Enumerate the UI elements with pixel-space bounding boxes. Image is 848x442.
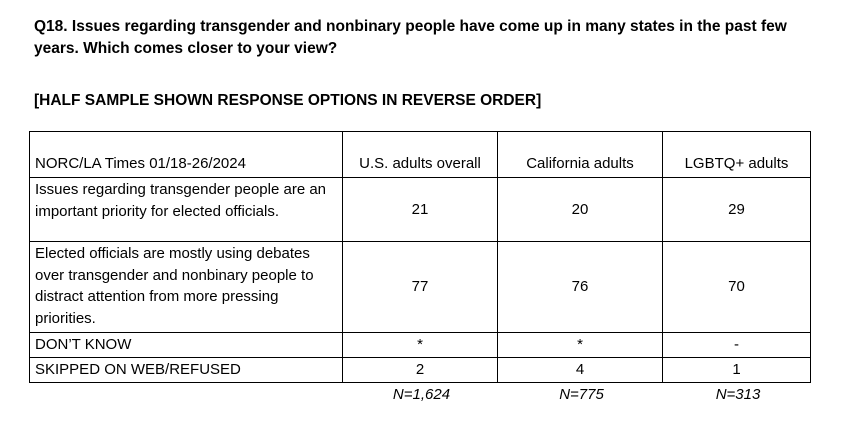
row-value-us: * [342, 332, 498, 358]
sample-size-us: N=1,624 [392, 386, 451, 403]
row-value-ca: 76 [497, 241, 663, 333]
header-source: NORC/LA Times 01/18-26/2024 [29, 131, 343, 178]
table-row: DON’T KNOW * * - [29, 332, 811, 358]
row-value-lgbtq: 70 [662, 241, 811, 333]
table-header-row: NORC/LA Times 01/18-26/2024 U.S. adults … [29, 131, 811, 178]
row-value-us: 21 [342, 177, 498, 242]
header-california-adults: California adults [497, 131, 663, 178]
row-value-lgbtq: 1 [662, 357, 811, 383]
sample-size-spacer [29, 386, 344, 404]
table-row: Issues regarding transgender people are … [29, 177, 811, 242]
table-row: Elected officials are mostly using debat… [29, 241, 811, 333]
header-us-adults: U.S. adults overall [342, 131, 498, 178]
row-label: Elected officials are mostly using debat… [29, 241, 343, 333]
row-value-lgbtq: 29 [662, 177, 811, 242]
row-value-ca: 20 [497, 177, 663, 242]
row-label: DON’T KNOW [29, 332, 343, 358]
sample-size-row: N=1,624 N=775 N=313 [29, 386, 812, 404]
header-lgbtq-adults: LGBTQ+ adults [662, 131, 811, 178]
question-text: Q18. Issues regarding transgender and no… [34, 18, 787, 57]
table-row: SKIPPED ON WEB/REFUSED 2 4 1 [29, 357, 811, 383]
row-value-ca: * [497, 332, 663, 358]
sample-size-ca: N=775 [559, 386, 604, 403]
row-value-ca: 4 [497, 357, 663, 383]
row-value-lgbtq: - [662, 332, 811, 358]
results-table: NORC/LA Times 01/18-26/2024 U.S. adults … [29, 131, 811, 383]
row-value-us: 77 [342, 241, 498, 333]
sample-size-lgbtq: N=313 [715, 386, 761, 403]
row-value-us: 2 [342, 357, 498, 383]
row-label: SKIPPED ON WEB/REFUSED [29, 357, 343, 383]
row-label: Issues regarding transgender people are … [29, 177, 343, 242]
half-sample-note: [HALF SAMPLE SHOWN RESPONSE OPTIONS IN R… [34, 92, 542, 109]
